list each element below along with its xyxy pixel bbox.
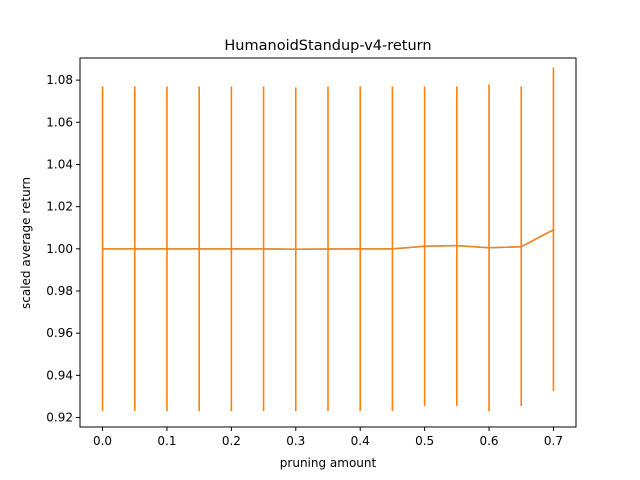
y-tick-label: 0.94	[46, 368, 73, 382]
x-tick-label: 0.4	[351, 434, 370, 448]
y-axis-label: scaled average return	[19, 177, 33, 309]
chart-title: HumanoidStandup-v4-return	[224, 38, 431, 54]
x-tick-label: 0.3	[286, 434, 305, 448]
x-tick-label: 0.7	[544, 434, 563, 448]
x-tick-label: 0.2	[222, 434, 241, 448]
x-tick-label: 0.6	[479, 434, 498, 448]
y-tick-label: 1.04	[46, 157, 73, 171]
series-lines	[102, 229, 554, 251]
x-tick-label: 0.1	[157, 434, 176, 448]
y-tick-label: 1.02	[46, 200, 73, 214]
series-line	[102, 229, 554, 251]
x-axis-label: pruning amount	[280, 456, 377, 470]
y-tick-label: 0.98	[46, 284, 73, 298]
x-tick-label: 0.0	[93, 434, 112, 448]
y-tick-label: 0.92	[46, 411, 73, 425]
x-tick-label: 0.5	[415, 434, 434, 448]
y-tick-label: 1.06	[46, 115, 73, 129]
y-axis-ticks: 0.92 0.94 0.96 0.98 1.00 1.02 1.04 1.06 1.08	[46, 73, 80, 425]
y-tick-label: 0.96	[46, 326, 73, 340]
y-tick-label: 1.00	[46, 242, 73, 256]
x-axis-ticks: 0.0 0.1 0.2 0.3 0.4 0.5 0.6 0.7	[93, 427, 563, 448]
y-tick-label: 1.08	[46, 73, 73, 87]
